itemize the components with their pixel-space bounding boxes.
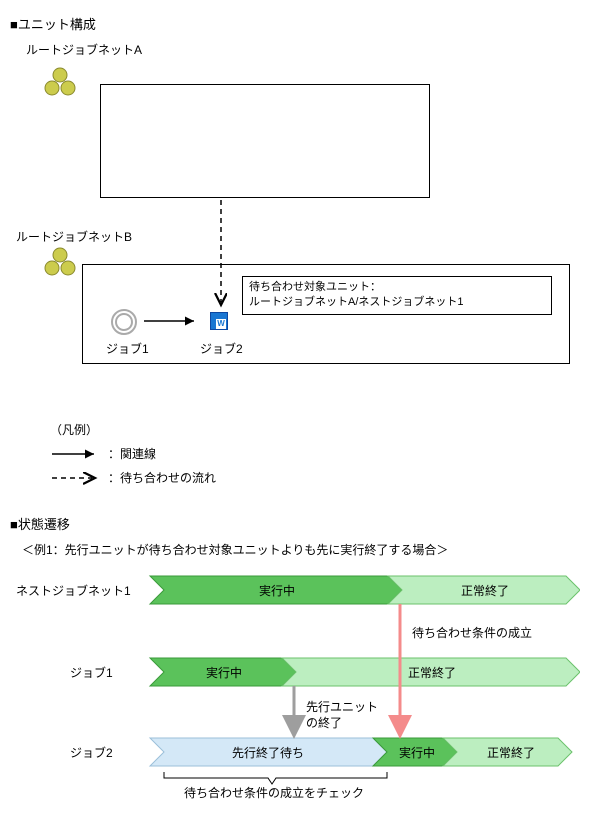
jobnet-icon: [42, 66, 78, 98]
nest1-box: [160, 98, 290, 160]
section1-title: ■ユニット構成: [10, 14, 582, 33]
relation-arrow: [142, 314, 202, 328]
rootB-label: ルートジョブネットB: [16, 228, 132, 245]
pred-end-annot2: の終了: [306, 714, 342, 731]
cond-ready-annot: 待ち合わせ条件の成立: [412, 624, 532, 641]
pred-end-annot1: 先行ユニット: [306, 698, 378, 715]
unit-diagram: ネストジョブネット1 ルートジョブネットB ジョブ1 W ジョブ2 待ち合わせ対…: [10, 62, 570, 402]
chevron-end: [282, 658, 580, 686]
job2-label: ジョブ2: [200, 340, 243, 357]
legend-dashed: ：待ち合わせの流れ: [50, 466, 582, 490]
row-nest1: ネストジョブネット1: [16, 582, 131, 599]
chevron-end: [443, 738, 572, 766]
chevron-running: [150, 658, 296, 686]
legend-solid-text: ：関連線: [108, 442, 156, 466]
legend-solid: ：関連線: [50, 442, 582, 466]
brace-text: 待ち合わせ条件の成立をチェック: [160, 784, 388, 801]
chevron-running: [150, 576, 402, 604]
example-label: ＜例1：先行ユニットが待ち合わせ対象ユニットよりも先に実行終了する場合＞: [22, 541, 582, 558]
chevron-waiting: [150, 738, 387, 766]
job1-label: ジョブ1: [106, 340, 149, 357]
jobnet-icon: [42, 246, 78, 278]
rootA-label: ルートジョブネットA: [26, 41, 582, 58]
legend-dashed-text: ：待ち合わせの流れ: [108, 466, 216, 490]
timeline: ネストジョブネット1 ジョブ1 ジョブ2 実行中 正常終了 実行中 正常終了 先…: [10, 568, 580, 798]
info-line2: ルートジョブネットA/ネストジョブネット1: [249, 295, 545, 310]
row-job2: ジョブ2: [70, 744, 113, 761]
section2-title: ■状態遷移: [10, 514, 582, 533]
w-letter: W: [216, 319, 226, 329]
legend: （凡例） ：関連線 ：待ち合わせの流れ: [50, 418, 582, 490]
info-line1: 待ち合わせ対象ユニット：: [249, 280, 545, 295]
brace: [164, 772, 387, 784]
wait-info-box: 待ち合わせ対象ユニット： ルートジョブネットA/ネストジョブネット1: [242, 276, 552, 315]
job-icon: [110, 308, 138, 336]
row-job1: ジョブ1: [70, 664, 113, 681]
chevron-end: [388, 576, 580, 604]
wait-flow-arrow: [214, 198, 228, 310]
wait-job-icon: W: [210, 312, 228, 330]
legend-title: （凡例）: [50, 418, 582, 442]
